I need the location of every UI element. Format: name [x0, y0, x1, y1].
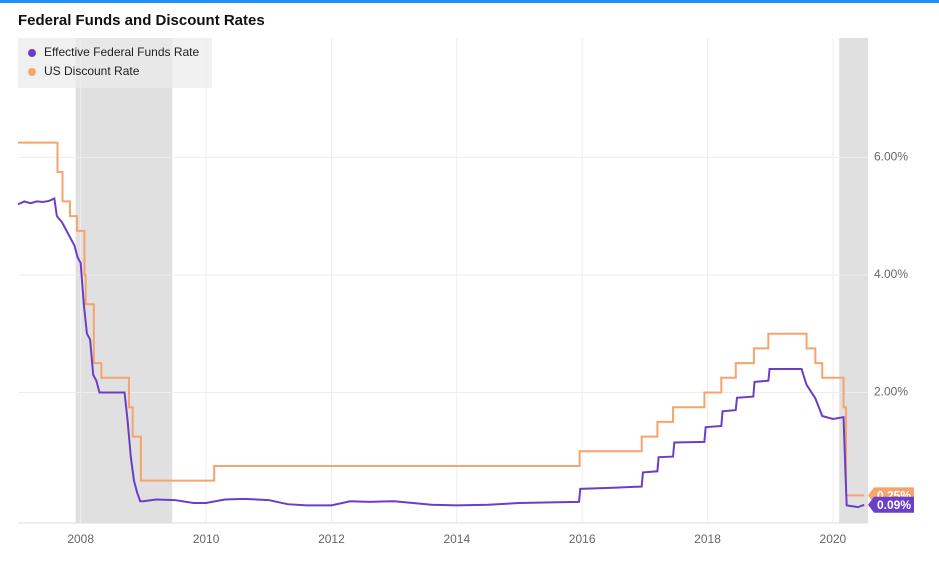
x-tick-label: 2020	[820, 532, 847, 546]
x-tick-label: 2010	[193, 532, 220, 546]
x-tick-label: 2012	[318, 532, 345, 546]
x-tick-label: 2014	[443, 532, 470, 546]
legend-box	[18, 38, 212, 88]
legend-marker	[28, 68, 36, 76]
legend-label: Effective Federal Funds Rate	[44, 45, 200, 59]
chart-title: Federal Funds and Discount Rates	[18, 12, 265, 29]
series-line	[18, 141, 865, 497]
y-tick-label: 4.00%	[874, 267, 908, 281]
end-label: 0.09%	[877, 498, 911, 512]
recession-band	[75, 38, 173, 523]
recession-band	[839, 38, 868, 523]
end-label-tag	[868, 496, 914, 513]
top-border	[0, 0, 939, 3]
y-tick-label: 2.00%	[874, 385, 908, 399]
x-tick-label: 2008	[67, 532, 94, 546]
legend-label: US Discount Rate	[44, 64, 140, 78]
x-tick-label: 2018	[694, 532, 721, 546]
y-tick-label: 6.00%	[874, 150, 908, 164]
series-line	[17, 197, 865, 509]
x-tick-label: 2016	[569, 532, 596, 546]
legend-marker	[28, 49, 36, 57]
